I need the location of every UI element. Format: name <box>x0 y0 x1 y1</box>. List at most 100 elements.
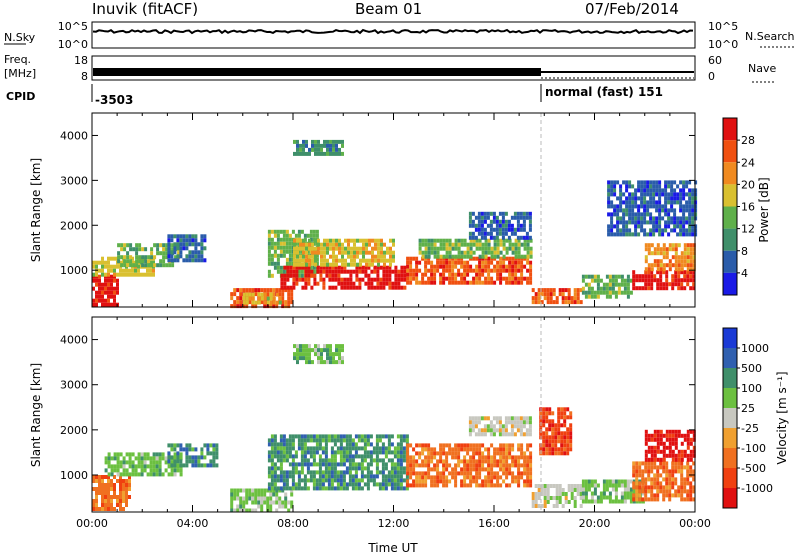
power-cell <box>362 254 365 259</box>
power-cell <box>561 300 565 305</box>
power-cell <box>356 250 359 255</box>
velocity-cell <box>339 462 343 467</box>
power-cell <box>358 265 362 270</box>
power-cell <box>477 215 481 220</box>
power-cell <box>380 258 383 263</box>
power-cell <box>98 278 101 283</box>
power-cell <box>170 250 174 255</box>
x-tick-label: 00:00 <box>679 517 711 530</box>
power-cell <box>694 208 698 213</box>
power-cell <box>451 276 455 281</box>
power-cell <box>260 292 264 297</box>
velocity-cell <box>360 434 364 439</box>
power-cell <box>340 281 344 286</box>
power-cell <box>628 200 632 205</box>
power-cell <box>368 242 371 247</box>
velocity-colorbar-segment <box>723 328 737 348</box>
power-cell <box>282 245 286 250</box>
power-region <box>242 292 282 305</box>
velocity-cell <box>638 493 642 498</box>
power-cell <box>312 241 316 246</box>
velocity-cell <box>104 499 107 503</box>
power-cell <box>677 278 681 283</box>
power-cell <box>203 238 207 243</box>
velocity-cell <box>266 488 270 493</box>
velocity-cell <box>662 469 666 474</box>
velocity-cell <box>542 407 546 412</box>
power-cell <box>273 261 277 266</box>
power-cell <box>662 263 666 268</box>
power-cell <box>658 220 662 225</box>
velocity-cell <box>335 348 338 353</box>
power-cell <box>107 260 110 265</box>
velocity-cell <box>471 428 475 433</box>
power-cell <box>263 300 267 305</box>
velocity-cell <box>191 463 195 468</box>
velocity-cell <box>656 481 660 486</box>
power-cell <box>138 243 142 248</box>
power-colorbar-segment <box>723 206 737 229</box>
power-cell <box>501 231 505 236</box>
velocity-cell <box>647 485 651 490</box>
velocity-cell <box>291 442 295 447</box>
velocity-cell <box>439 479 443 484</box>
power-cell <box>394 281 398 286</box>
velocity-cell <box>348 438 352 443</box>
power-cell <box>379 277 383 282</box>
power-cell <box>134 268 137 273</box>
power-cell <box>110 274 113 279</box>
power-cell <box>478 276 482 281</box>
power-cell <box>338 242 341 247</box>
velocity-cell <box>653 433 657 438</box>
velocity-cell <box>173 452 177 457</box>
velocity-cell <box>427 471 431 476</box>
power-cell <box>502 268 506 273</box>
velocity-cell <box>511 475 515 480</box>
velocity-cell <box>297 438 301 443</box>
power-cell <box>656 251 660 256</box>
power-cell <box>653 263 657 268</box>
velocity-cell <box>647 433 651 438</box>
velocity-cell <box>332 356 335 361</box>
velocity-cell <box>276 474 280 479</box>
power-cell <box>418 280 422 285</box>
velocity-cell <box>300 450 304 455</box>
power-cell <box>616 232 620 237</box>
power-cell <box>430 272 434 277</box>
velocity-cell <box>520 455 524 460</box>
power-cell <box>683 255 687 260</box>
power-cell <box>670 180 674 185</box>
power-colorbar-segment <box>723 184 737 207</box>
velocity-cell <box>632 485 636 490</box>
power-cell <box>629 290 633 295</box>
power-cell <box>147 255 151 260</box>
velocity-cell <box>587 487 591 492</box>
velocity-cell <box>167 472 171 477</box>
power-cell <box>665 282 669 287</box>
velocity-cell <box>638 481 642 486</box>
velocity-cell <box>605 483 609 488</box>
velocity-cell <box>293 352 296 357</box>
power-cell <box>144 247 148 252</box>
power-cell <box>496 268 500 273</box>
velocity-cell <box>101 507 104 511</box>
velocity-colorbar-segment <box>723 448 737 468</box>
velocity-cell <box>492 416 496 421</box>
velocity-cell <box>480 416 484 421</box>
power-cell <box>104 272 107 277</box>
velocity-cell <box>680 449 684 454</box>
power-cell <box>673 188 677 193</box>
velocity-cell <box>644 461 648 466</box>
power-cell <box>132 263 136 268</box>
velocity-cell <box>680 489 684 494</box>
velocity-cell <box>484 467 488 472</box>
velocity-cell <box>680 473 684 478</box>
velocity-cell <box>668 437 672 442</box>
velocity-cell <box>542 435 546 440</box>
velocity-cell <box>514 459 518 464</box>
power-cell <box>622 232 626 237</box>
velocity-cell <box>297 478 301 483</box>
power-cell <box>353 242 356 247</box>
power-cell <box>626 274 630 279</box>
power-cell <box>631 220 635 225</box>
